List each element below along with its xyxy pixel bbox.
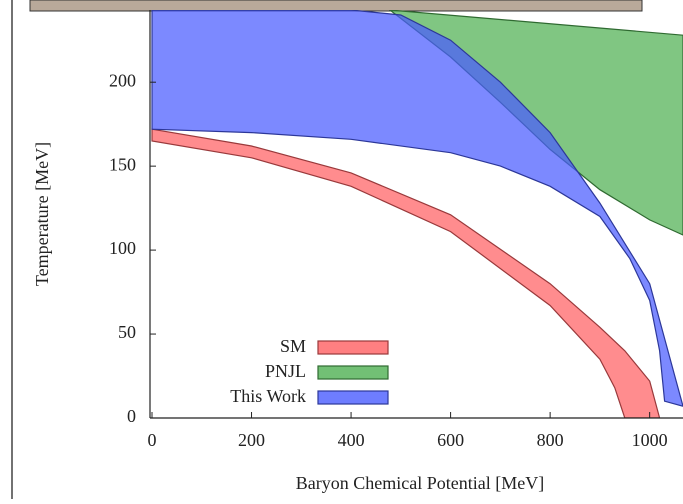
x-tick-label: 0 [148,430,157,450]
legend: SM PNJL This Work [230,336,389,406]
x-axis-label: Baryon Chemical Potential [MeV] [296,473,544,493]
legend-swatch [317,365,389,380]
plot-area [151,10,683,418]
x-tick-label: 800 [537,430,564,450]
x-tick-label: 600 [437,430,464,450]
band-area [151,128,661,418]
axes: 0 200 400 600 800 1000 0 50 100 150 200 [109,10,683,450]
legend-label: SM [280,336,306,356]
y-tick-label: 0 [127,406,136,426]
y-axis-label: Temperature [MeV] [32,142,52,286]
y-tick-label: 100 [109,238,136,258]
legend-label: PNJL [265,361,306,381]
x-tick-label: 400 [338,430,365,450]
band-area [151,10,683,407]
y-tick-label: 150 [109,154,136,174]
y-tick-label: 200 [109,70,136,90]
x-tick-label: 1000 [632,430,668,450]
x-tick-label: 200 [238,430,265,450]
legend-swatch [317,390,389,405]
legend-swatch [317,340,389,355]
legend-label: This Work [230,386,306,406]
photo-strip [29,0,643,12]
y-tick-label: 50 [118,322,136,342]
